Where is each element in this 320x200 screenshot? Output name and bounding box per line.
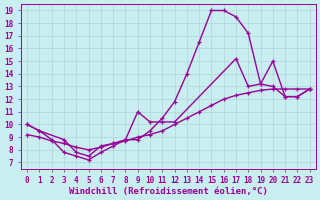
X-axis label: Windchill (Refroidissement éolien,°C): Windchill (Refroidissement éolien,°C) — [69, 187, 268, 196]
